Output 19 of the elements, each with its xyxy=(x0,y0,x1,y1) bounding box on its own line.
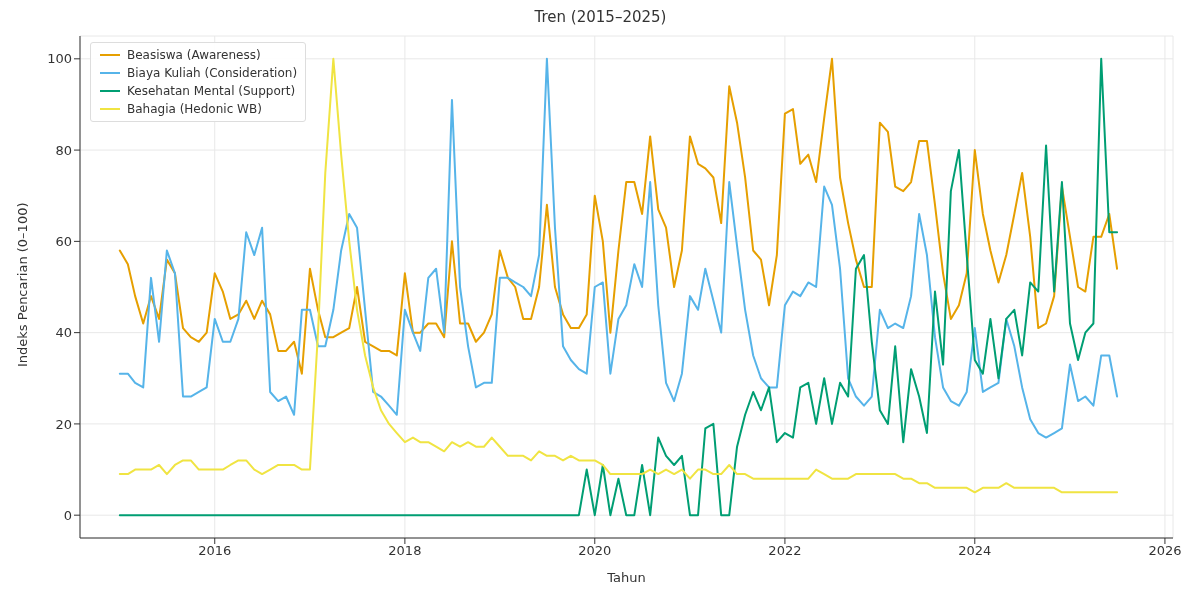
y-tick-label: 80 xyxy=(55,142,72,158)
x-tick-label: 2026 xyxy=(1148,543,1182,559)
legend-label: Beasiswa (Awareness) xyxy=(127,47,261,64)
chart-title: Tren (2015–2025) xyxy=(533,8,668,28)
y-tick-label: 60 xyxy=(55,233,72,249)
x-tick-label: 2016 xyxy=(198,543,232,559)
y-tick-label: 20 xyxy=(55,416,72,432)
y-tick-label: 40 xyxy=(55,325,72,341)
x-axis-title: Tahun xyxy=(606,570,646,585)
legend-label: Biaya Kuliah (Consideration) xyxy=(127,65,298,82)
y-tick-label: 0 xyxy=(63,507,72,523)
legend-label: Kesehatan Mental (Support) xyxy=(127,83,296,100)
x-tick-label: 2020 xyxy=(578,543,612,559)
y-axis-title: Indeks Pencarian (0–100) xyxy=(14,202,30,367)
x-tick-label: 2024 xyxy=(958,543,992,559)
x-tick-label: 2022 xyxy=(768,543,802,559)
x-tick-label: 2018 xyxy=(388,543,422,559)
y-tick-label: 100 xyxy=(47,51,72,67)
legend-label: Bahagia (Hedonic WB) xyxy=(127,101,262,118)
